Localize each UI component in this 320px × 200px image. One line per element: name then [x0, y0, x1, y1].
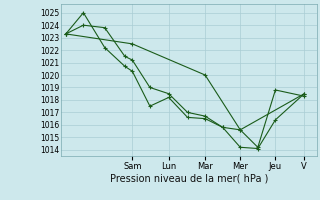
X-axis label: Pression niveau de la mer( hPa ): Pression niveau de la mer( hPa )	[110, 173, 268, 183]
